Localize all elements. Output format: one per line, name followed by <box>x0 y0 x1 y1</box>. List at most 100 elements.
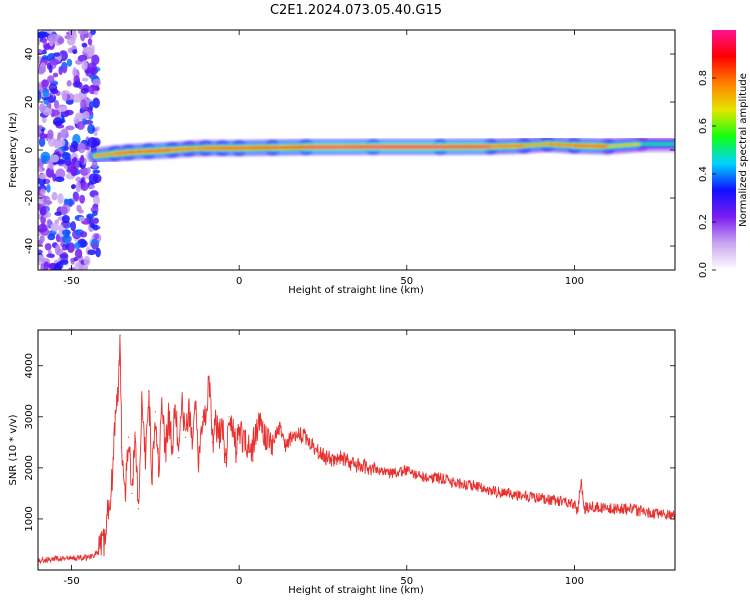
snr-point <box>319 451 321 454</box>
colorbar-label: Normalized spectral amplitude <box>738 73 749 227</box>
noise-cell <box>78 209 84 214</box>
noise-cell <box>80 99 87 110</box>
noise-cell <box>61 214 70 223</box>
noise-cell <box>87 123 96 135</box>
snr-point <box>134 431 136 433</box>
noise-cell <box>74 242 81 250</box>
snr-point <box>406 469 408 472</box>
spectrogram-x-tick-label: 0 <box>236 276 242 287</box>
snr-point <box>174 405 177 408</box>
snr-point <box>228 416 230 418</box>
spectrogram-noise-region <box>38 30 102 270</box>
snr-point <box>265 436 267 438</box>
noise-cell <box>80 154 85 166</box>
noise-cell <box>54 176 65 183</box>
noise-cell <box>66 168 76 173</box>
noise-cell <box>38 223 48 233</box>
noise-cell <box>41 79 48 90</box>
spectrogram-x-ticks: -50 0 50 100 <box>63 30 584 287</box>
noise-cell <box>92 169 101 174</box>
snr-point <box>194 400 197 403</box>
noise-cell <box>71 30 77 41</box>
noise-cell <box>53 52 61 57</box>
snr-point <box>171 446 173 449</box>
snr-y-tick-label: 3000 <box>24 404 35 429</box>
noise-cell <box>45 167 55 178</box>
noise-cell <box>38 31 47 39</box>
snr-point <box>144 457 146 459</box>
noise-cell <box>76 121 85 130</box>
snr-point <box>119 334 121 336</box>
colorbar-tick-label: 0.2 <box>698 214 709 230</box>
snr-point <box>245 441 247 443</box>
spectrogram-y-tick-label: 40 <box>24 48 35 61</box>
snr-point <box>298 434 301 436</box>
snr-point <box>215 421 217 423</box>
noise-cell <box>88 173 99 185</box>
noise-cell <box>48 64 53 74</box>
noise-cell <box>58 224 64 233</box>
snr-point <box>640 510 643 512</box>
snr-point <box>148 390 150 392</box>
noise-cell <box>81 77 89 82</box>
noise-cell <box>54 211 63 216</box>
noise-cell <box>49 58 60 66</box>
snr-point <box>107 508 110 510</box>
colorbar: 0.0 0.2 0.4 0.6 0.8 Normalized spectral ampl… <box>698 30 749 278</box>
snr-panel: -50 0 50 100 1000 2000 3000 4000 Height of str… <box>8 329 676 596</box>
snr-point <box>272 441 274 443</box>
noise-cell <box>91 137 101 147</box>
snr-point <box>607 508 609 510</box>
noise-cell <box>74 261 82 270</box>
ridge-segment <box>523 143 549 147</box>
noise-cell <box>83 255 91 267</box>
noise-cell <box>65 125 75 131</box>
noise-cell <box>90 30 96 36</box>
noise-cell <box>66 80 72 87</box>
noise-cell <box>79 194 86 204</box>
noise-cell <box>75 176 82 182</box>
ridge-segment <box>606 143 643 148</box>
noise-cell <box>60 128 69 139</box>
snr-point <box>208 375 210 377</box>
noise-cell <box>41 115 47 124</box>
noise-cell <box>67 245 75 252</box>
spectrogram-x-tick-label: 50 <box>400 276 413 287</box>
noise-cell <box>93 233 99 240</box>
snr-point <box>238 431 240 433</box>
spectrogram-y-ticks: -40 -20 0 20 40 <box>24 48 675 254</box>
snr-marks <box>38 334 675 565</box>
snr-point <box>422 477 425 479</box>
noise-cell <box>87 249 97 256</box>
noise-cell <box>52 117 63 127</box>
snr-point <box>278 426 280 428</box>
noise-cell <box>57 193 64 204</box>
noise-cell <box>59 259 69 265</box>
snr-point <box>131 492 133 495</box>
colorbar-tick-label: 0.8 <box>698 70 709 86</box>
noise-cell <box>39 103 46 113</box>
noise-cell <box>46 253 55 258</box>
snr-point <box>178 457 180 459</box>
snr-point <box>158 467 160 469</box>
noise-cell <box>40 188 46 195</box>
snr-point <box>191 441 193 443</box>
noise-cell <box>57 106 68 112</box>
spectrogram-y-tick-label: -40 <box>24 238 35 254</box>
snr-point <box>490 490 492 492</box>
noise-cell <box>54 244 61 256</box>
snr-point <box>141 400 143 403</box>
noise-cell <box>85 145 90 151</box>
snr-x-axis-label: Height of straight line (km) <box>288 585 424 596</box>
noise-cell <box>70 221 77 232</box>
noise-cell <box>82 110 90 120</box>
snr-point <box>577 510 579 512</box>
spectrogram-y-tick-label: 20 <box>24 96 35 109</box>
noise-cell <box>48 160 54 170</box>
ridge-segment <box>127 150 150 154</box>
noise-cell <box>43 200 53 205</box>
colorbar-tick-label: 0.6 <box>698 118 709 134</box>
noise-cell <box>38 231 41 237</box>
noise-cell <box>92 217 99 224</box>
